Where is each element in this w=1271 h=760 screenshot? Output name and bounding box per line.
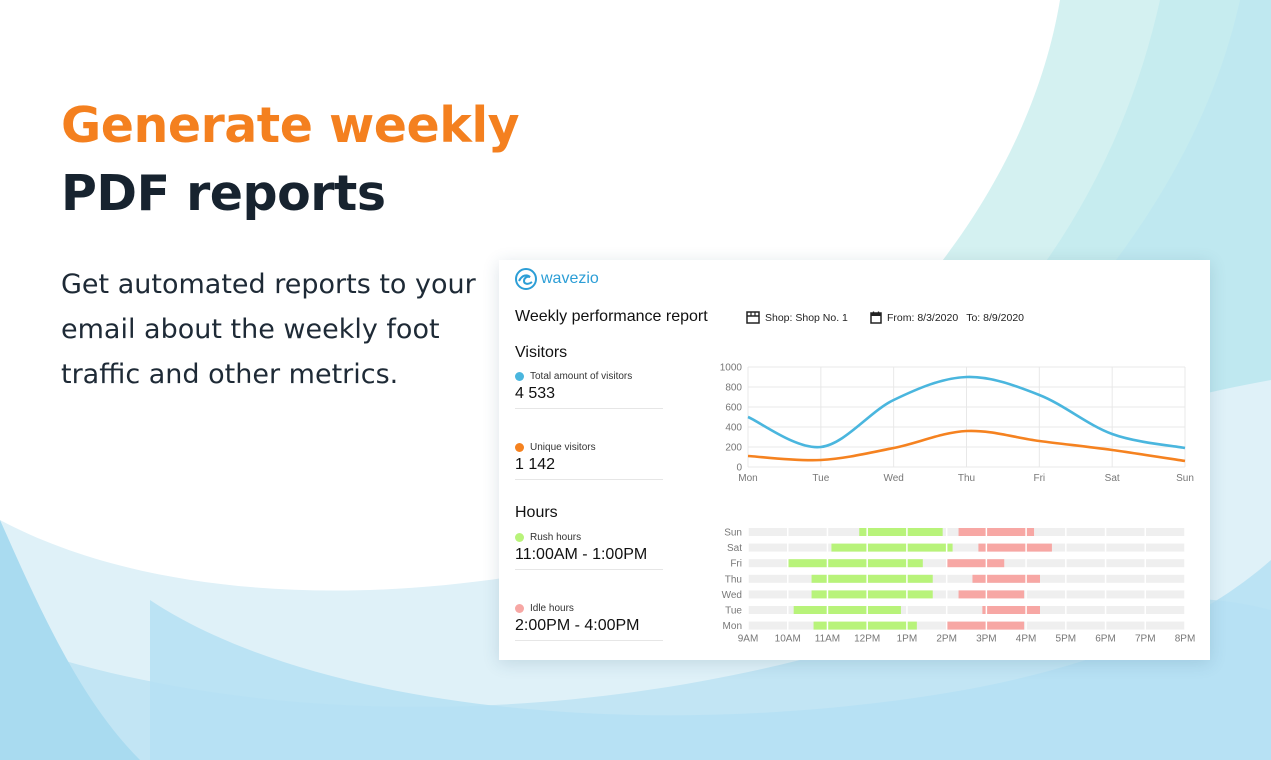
idle-hours-bar <box>978 543 1052 552</box>
wavezio-logo-icon <box>515 268 537 290</box>
store-icon <box>746 311 760 324</box>
x-tick-label: 4PM <box>1016 634 1037 645</box>
y-tick-label: Mon <box>723 621 742 632</box>
x-tick-label: 3PM <box>976 634 997 645</box>
wave-bottom-arc <box>150 560 1271 760</box>
idle-hours-bar <box>946 621 1025 630</box>
y-tick-label: 0 <box>736 463 742 474</box>
y-tick-label: Thu <box>725 574 742 585</box>
shop-label: Shop: Shop No. 1 <box>765 311 848 324</box>
report-title: Weekly performance report <box>515 308 708 325</box>
y-tick-label: Sat <box>727 543 742 554</box>
y-tick-label: 600 <box>725 403 742 414</box>
idle-hours-value: 2:00PM - 4:00PM <box>515 617 640 634</box>
y-tick-label: Fri <box>730 559 742 570</box>
rush-hours-bar <box>787 559 923 568</box>
wave-bottom-left <box>0 520 140 760</box>
date-to: To: 8/9/2020 <box>966 311 1024 324</box>
row-track <box>748 574 1185 583</box>
x-tick-label: 2PM <box>936 634 957 645</box>
idle-hours-bar <box>946 559 1005 568</box>
unique-visitors-label: Unique visitors <box>530 442 596 453</box>
report-card: wavezio Weekly performance report Shop: … <box>499 260 1210 660</box>
headline: Generate weekly PDF reports <box>61 92 520 228</box>
x-tick-label: 8PM <box>1175 634 1196 645</box>
x-tick-label: 1PM <box>897 634 918 645</box>
shop-filter[interactable]: Shop: Shop No. 1 <box>746 311 848 324</box>
y-tick-label: Tue <box>725 606 742 617</box>
unique-visitors-dot <box>515 443 524 452</box>
rush-hours-dot <box>515 533 524 542</box>
y-tick-label: Wed <box>722 590 742 601</box>
x-tick-label: 6PM <box>1095 634 1116 645</box>
idle-hours-dot <box>515 604 524 613</box>
subtext: Get automated reports to your email abou… <box>61 269 476 390</box>
headline-line-2: PDF reports <box>61 165 386 222</box>
rush-hours-value: 11:00AM - 1:00PM <box>515 546 648 563</box>
total-visitors-label: Total amount of visitors <box>530 371 633 382</box>
y-tick-label: 400 <box>725 423 742 434</box>
date-range[interactable]: From: 8/3/2020 To: 8/9/2020 <box>870 311 1024 324</box>
unique-visitors-metric: Unique visitors 1 142 <box>515 442 663 480</box>
idle-hours-metric: Idle hours 2:00PM - 4:00PM <box>515 603 663 641</box>
x-tick-label: 7PM <box>1135 634 1156 645</box>
series-line-total-visitors <box>747 375 1186 450</box>
y-tick-label: 1000 <box>720 363 743 374</box>
visitors-line-chart: 0 200 400 600 800 1000 Mon Tue Wed Thu Fri Sat Sun <box>720 363 1194 485</box>
x-tick-label: 5PM <box>1056 634 1077 645</box>
visitors-title: Visitors <box>515 344 568 361</box>
rush-hours-bar <box>793 606 901 614</box>
total-visitors-metric: Total amount of visitors 4 533 <box>515 371 663 409</box>
idle-hours-label: Idle hours <box>530 603 574 614</box>
rush-hours-bar <box>811 574 933 583</box>
rush-hours-metric: Rush hours 11:00AM - 1:00PM <box>515 532 663 570</box>
rush-hours-bar <box>859 528 943 536</box>
x-tick-label: 9AM <box>738 634 759 645</box>
date-from: From: 8/3/2020 <box>887 311 959 324</box>
x-tick-label: Fri <box>1033 473 1045 484</box>
idle-hours-bar <box>982 606 1040 614</box>
y-tick-label: Sun <box>724 528 742 539</box>
calendar-icon <box>870 311 882 324</box>
x-tick-label: 10AM <box>775 634 801 645</box>
row-track <box>748 543 1185 552</box>
x-tick-label: Tue <box>812 473 829 484</box>
hours-title: Hours <box>515 504 558 521</box>
x-tick-label: Sun <box>1176 473 1194 484</box>
x-tick-label: Thu <box>958 473 975 484</box>
brand-name: wavezio <box>541 270 599 287</box>
x-tick-label: Sat <box>1105 473 1120 484</box>
idle-hours-bar <box>972 574 1040 583</box>
x-tick-label: 11AM <box>815 634 840 645</box>
idle-hours-bar <box>958 528 1035 536</box>
idle-hours-bar <box>958 590 1025 599</box>
x-tick-label: Wed <box>883 473 903 484</box>
y-tick-label: 800 <box>725 383 742 394</box>
hours-range-chart: Sun Sat Fri Thu Wed Tue Mon 9AM 10AM 11AM 12PM 1PM 2… <box>722 526 1196 645</box>
headline-line-1: Generate weekly <box>61 97 520 154</box>
rush-hours-bar <box>831 543 953 552</box>
y-tick-label: 200 <box>725 443 742 454</box>
rush-hours-bar <box>811 590 933 599</box>
rush-hours-bar <box>813 621 917 630</box>
row-track <box>748 606 1185 614</box>
total-visitors-value: 4 533 <box>515 385 556 402</box>
brand: wavezio <box>515 268 599 290</box>
x-tick-label: 12PM <box>854 634 880 645</box>
unique-visitors-value: 1 142 <box>515 456 556 473</box>
total-visitors-dot <box>515 372 524 381</box>
series-line-unique-visitors <box>747 429 1186 463</box>
x-tick-label: Mon <box>738 473 757 484</box>
rush-hours-label: Rush hours <box>530 532 582 543</box>
